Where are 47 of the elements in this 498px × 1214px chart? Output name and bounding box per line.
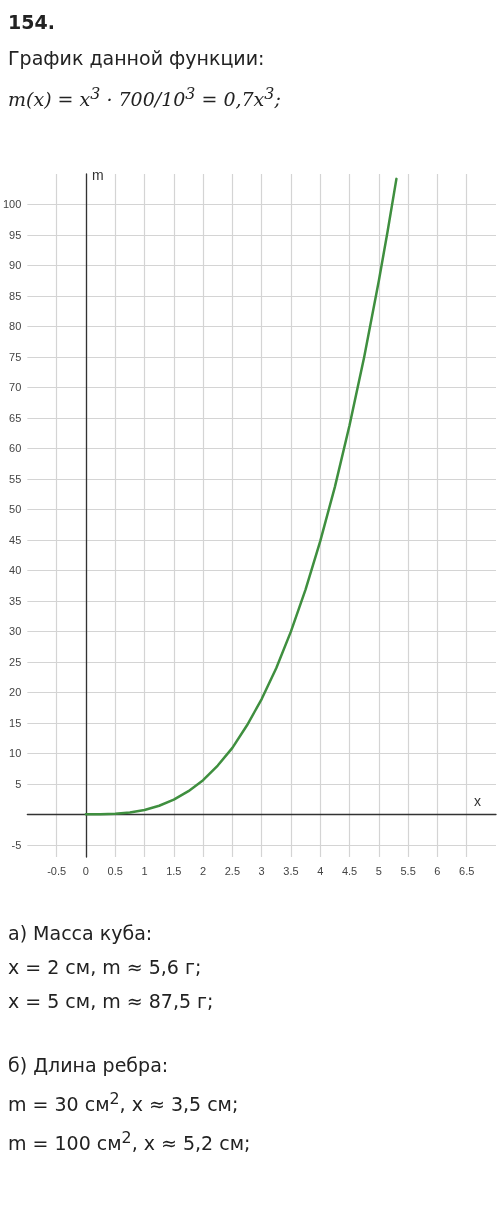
y-tick-label: 20 — [9, 686, 22, 699]
x-tick-label: 0 — [82, 864, 89, 877]
y-tick-label: 25 — [9, 655, 22, 668]
y-tick-label: 85 — [9, 289, 22, 302]
y-tick-label: 35 — [9, 594, 22, 607]
y-tick-label: 60 — [9, 442, 22, 455]
x-tick-label: 4.5 — [341, 864, 358, 877]
text: а) Масса куба: — [8, 921, 154, 946]
chart-title: 154. — [8, 10, 56, 35]
x-tick-label: -0.5 — [47, 864, 67, 877]
x-tick-label: 1.5 — [166, 864, 182, 877]
y-tick-label: 40 — [9, 564, 22, 577]
y-tick-label: 5 — [15, 777, 22, 790]
x-tick-label: 5.5 — [400, 864, 416, 877]
y-tick-label: 80 — [9, 320, 22, 333]
x-tick-label: 6.5 — [459, 864, 475, 877]
y-tick-label: 65 — [9, 411, 22, 424]
text: m(x) = x$^{3}$ · 700/10$^{3}$ = 0,7x$^{3}$; — [8, 83, 282, 113]
x-tick-label: 4 — [317, 864, 324, 877]
y-tick-label: 75 — [9, 350, 22, 363]
y-tick-label: 95 — [9, 228, 22, 241]
y-tick-label: 50 — [9, 503, 22, 516]
text: x = 2 см, m ≈ 5,6 г; — [8, 955, 203, 980]
y-tick-label: -5 — [11, 838, 22, 851]
x-tick-label: 1 — [141, 864, 148, 877]
x-tick-label: 6 — [434, 864, 441, 877]
x-tick-label: 2 — [200, 864, 207, 877]
x-tick-label: 2.5 — [224, 864, 241, 877]
y-tick-label: 30 — [9, 625, 22, 638]
y-tick-label: 10 — [9, 747, 22, 760]
x-tick-label: 3 — [258, 864, 265, 877]
text: m = 30 см$^{2}$, x ≈ 3,5 см; — [8, 1088, 240, 1118]
y-tick-label: 100 — [2, 198, 22, 211]
y-tick-label: 90 — [9, 259, 22, 272]
x-axis-title: x — [474, 793, 481, 810]
text: б) Длина ребра: — [8, 1053, 170, 1078]
x-tick-label: 0.5 — [107, 864, 123, 877]
y-axis-title: m — [91, 167, 104, 183]
text: m = 100 см$^{2}$, x ≈ 5,2 см; — [8, 1127, 252, 1157]
y-tick-label: 70 — [9, 381, 22, 394]
y-tick-label: 15 — [9, 716, 22, 729]
chart-subtitle: График данной функции: — [8, 46, 266, 71]
y-tick-label: 55 — [9, 472, 22, 485]
y-tick-label: 45 — [9, 533, 22, 546]
x-tick-label: 3.5 — [283, 864, 299, 877]
text: x = 5 см, m ≈ 87,5 г; — [8, 989, 215, 1014]
x-tick-label: 5 — [375, 864, 382, 877]
